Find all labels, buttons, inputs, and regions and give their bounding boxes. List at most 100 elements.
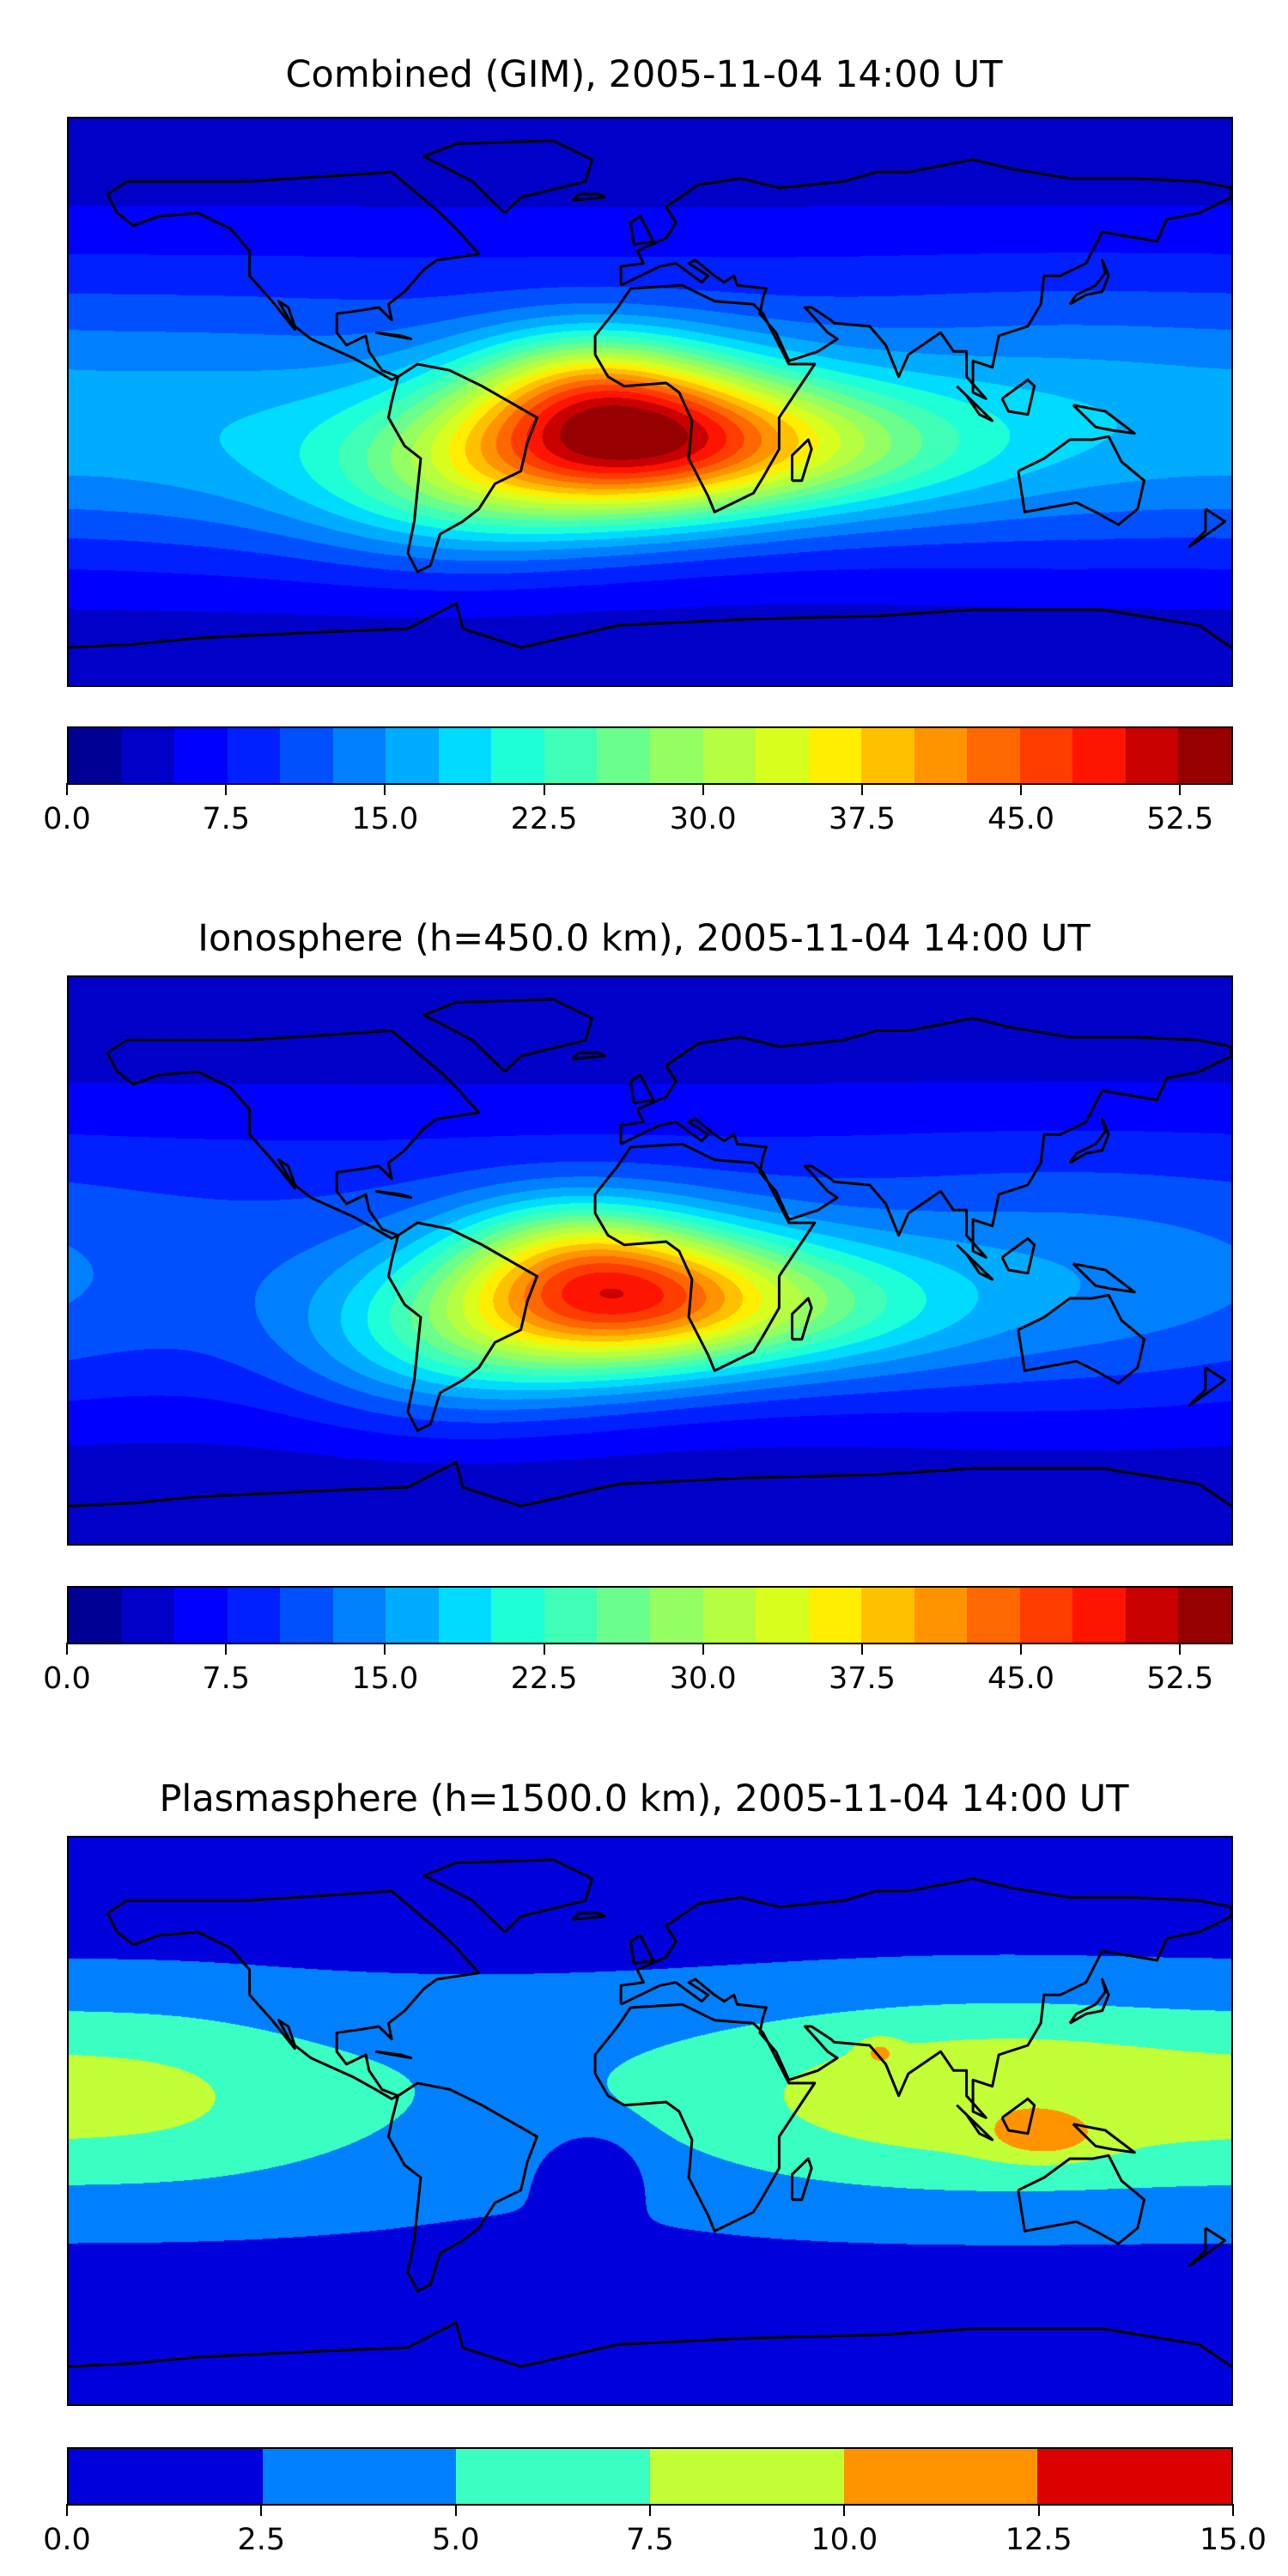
colorbar-level	[332, 728, 386, 783]
colorbar-level	[1072, 1588, 1126, 1643]
colorbar-level	[438, 1588, 492, 1643]
coastline	[956, 2104, 994, 2142]
coastline	[791, 1297, 813, 1341]
colorbar-tick-label: 30.0	[669, 1662, 737, 1696]
colorbar-tick-label: 52.5	[1146, 1662, 1214, 1696]
colorbar-tick-label: 10.0	[811, 2523, 878, 2557]
colorbar-level	[174, 728, 228, 783]
coastline	[1068, 258, 1110, 306]
coastline	[619, 1877, 1231, 2119]
colorbar-tick-label: 2.5	[237, 2523, 286, 2557]
colorbar-tick	[860, 1643, 863, 1655]
coastline	[1068, 1117, 1110, 1164]
colorbar-tick	[66, 1643, 68, 1655]
colorbar-level	[227, 1588, 281, 1643]
colorbar-tick-label: 52.5	[1146, 802, 1214, 836]
colorbar-level	[491, 728, 544, 783]
colorbar-tick	[543, 783, 545, 795]
colorbar-tick-label: 0.0	[43, 802, 91, 836]
coastline	[422, 139, 593, 215]
chart-title: Combined (GIM), 2005-11-04 14:00 UT	[285, 53, 1003, 96]
filled-contour-field	[69, 1838, 1231, 2404]
coastline	[571, 1911, 606, 1921]
coastline	[956, 385, 994, 422]
colorbar-level	[544, 1588, 598, 1643]
colorbar-level	[843, 2449, 1038, 2504]
colorbar-tick	[649, 2504, 651, 2516]
colorbar-level	[280, 1588, 333, 1643]
colorbar-ticks-plasmasphere: 0.0 2.5 5.0 7.5 10.0 12.5 15.0	[43, 2504, 1267, 2564]
colorbar-level	[1178, 728, 1232, 783]
coastline	[1188, 2227, 1226, 2268]
colorbar-level	[1019, 1588, 1073, 1643]
colorbar-tick	[543, 1643, 545, 1655]
coastline	[791, 2157, 813, 2202]
colorbar-tick-label: 15.0	[351, 802, 419, 836]
coastline	[956, 1243, 994, 1281]
colorbar-ticks-ionosphere: 0.0 7.5 15.0 22.5 30.0 37.5 45.0 52.5	[43, 1643, 1233, 1703]
colorbar-tick-label: 0.0	[43, 1662, 91, 1696]
coastline	[1000, 378, 1036, 416]
colorbar-tick-label: 7.5	[202, 1662, 251, 1696]
coastlines	[69, 998, 1231, 1508]
colorbar-tick	[843, 2504, 846, 2516]
coastline	[1188, 1366, 1226, 1407]
colorbar-tick	[66, 2504, 68, 2516]
colorbar-tick-label: 15.0	[351, 1662, 419, 1696]
colorbar-tick	[260, 2504, 263, 2516]
coastline	[1017, 2154, 1145, 2245]
colorbar-level	[1072, 728, 1126, 783]
coastline	[69, 2321, 1231, 2368]
coastline	[422, 998, 593, 1073]
coastline	[1000, 1236, 1036, 1275]
coastline	[593, 283, 817, 513]
coastline	[593, 1142, 817, 1372]
colorbar-level	[808, 1588, 862, 1643]
colorbar-combined	[67, 726, 1233, 785]
coastline	[386, 2081, 538, 2293]
colorbar-ticks-combined: 0.0 7.5 15.0 22.5 30.0 37.5 45.0 52.5	[43, 783, 1233, 843]
colorbar-level	[597, 1588, 651, 1643]
colorbar-tick-label: 15.0	[1200, 2523, 1267, 2557]
colorbar-level	[121, 728, 175, 783]
colorbar-level	[597, 728, 651, 783]
colorbar-tick	[384, 783, 386, 795]
colorbar-level	[332, 1588, 386, 1643]
colorbar-tick-label: 7.5	[626, 2523, 674, 2557]
colorbar-level	[69, 1588, 122, 1643]
colorbar-level	[227, 728, 281, 783]
colorbar-level	[861, 1588, 914, 1643]
map-ionosphere	[67, 975, 1233, 1546]
coastline	[386, 362, 538, 574]
coastline	[791, 438, 813, 483]
colorbar-tick	[1179, 1643, 1182, 1655]
coastline	[593, 2002, 817, 2233]
colorbar-level	[280, 728, 333, 783]
filled-contour-field	[69, 977, 1231, 1544]
coastline	[619, 158, 1231, 400]
colorbar-level	[914, 1588, 968, 1643]
coastline	[629, 1934, 655, 1965]
colorbar-tick	[702, 783, 704, 795]
colorbar-tick	[384, 1643, 386, 1655]
coastline	[1072, 404, 1136, 435]
colorbar-level	[1037, 2449, 1232, 2504]
colorbar-level	[1125, 1588, 1179, 1643]
coastline	[1000, 2097, 1036, 2136]
chart-title: Ionosphere (h=450.0 km), 2005-11-04 14:0…	[197, 917, 1091, 960]
colorbar-tick-label: 30.0	[669, 802, 737, 836]
colorbar-level	[121, 1588, 175, 1643]
coastline	[422, 1858, 593, 1934]
colorbar-tick	[860, 783, 863, 795]
colorbar-tick	[1020, 1643, 1023, 1655]
colorbar-level	[914, 728, 968, 783]
colorbar-level	[702, 1588, 756, 1643]
coastline	[69, 1461, 1231, 1508]
colorbar-level	[967, 728, 1020, 783]
colorbar-level	[174, 1588, 228, 1643]
colorbar-level	[702, 728, 756, 783]
colorbar-level	[650, 728, 703, 783]
coastline	[571, 1051, 606, 1060]
colorbar-level	[756, 1588, 809, 1643]
colorbar-tick	[225, 1643, 228, 1655]
